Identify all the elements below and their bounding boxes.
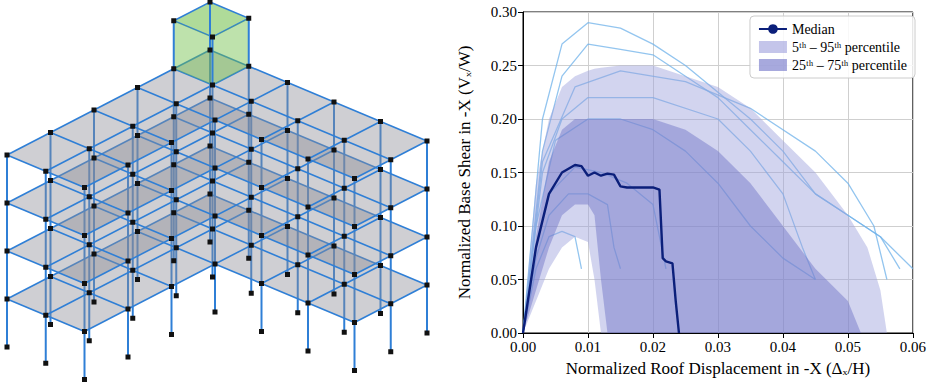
svg-text:0.03: 0.03 xyxy=(705,339,731,355)
svg-text:5ᵗʰ – 95ᵗʰ percentile: 5ᵗʰ – 95ᵗʰ percentile xyxy=(792,40,900,55)
svg-text:0.01: 0.01 xyxy=(575,339,601,355)
svg-text:0.30: 0.30 xyxy=(491,4,517,20)
svg-text:0.02: 0.02 xyxy=(640,339,666,355)
svg-text:0.04: 0.04 xyxy=(770,339,797,355)
svg-text:0.00: 0.00 xyxy=(490,325,517,341)
svg-text:0.06: 0.06 xyxy=(900,339,927,355)
svg-text:0.15: 0.15 xyxy=(491,165,517,181)
svg-text:Normalized Base Shear in -X (V: Normalized Base Shear in -X (Vₓ/W) xyxy=(455,46,474,300)
svg-text:25ᵗʰ – 75ᵗʰ percentile: 25ᵗʰ – 75ᵗʰ percentile xyxy=(792,58,907,73)
svg-text:Normalized Roof Displacement i: Normalized Roof Displacement in -X (Δₓ/H… xyxy=(566,359,870,378)
svg-text:0.00: 0.00 xyxy=(510,339,536,355)
svg-text:0.05: 0.05 xyxy=(491,272,517,288)
svg-text:0.20: 0.20 xyxy=(491,111,517,127)
svg-text:0.10: 0.10 xyxy=(491,218,517,234)
svg-text:0.25: 0.25 xyxy=(491,58,517,74)
svg-text:0.05: 0.05 xyxy=(835,339,861,355)
svg-text:Median: Median xyxy=(792,22,835,37)
